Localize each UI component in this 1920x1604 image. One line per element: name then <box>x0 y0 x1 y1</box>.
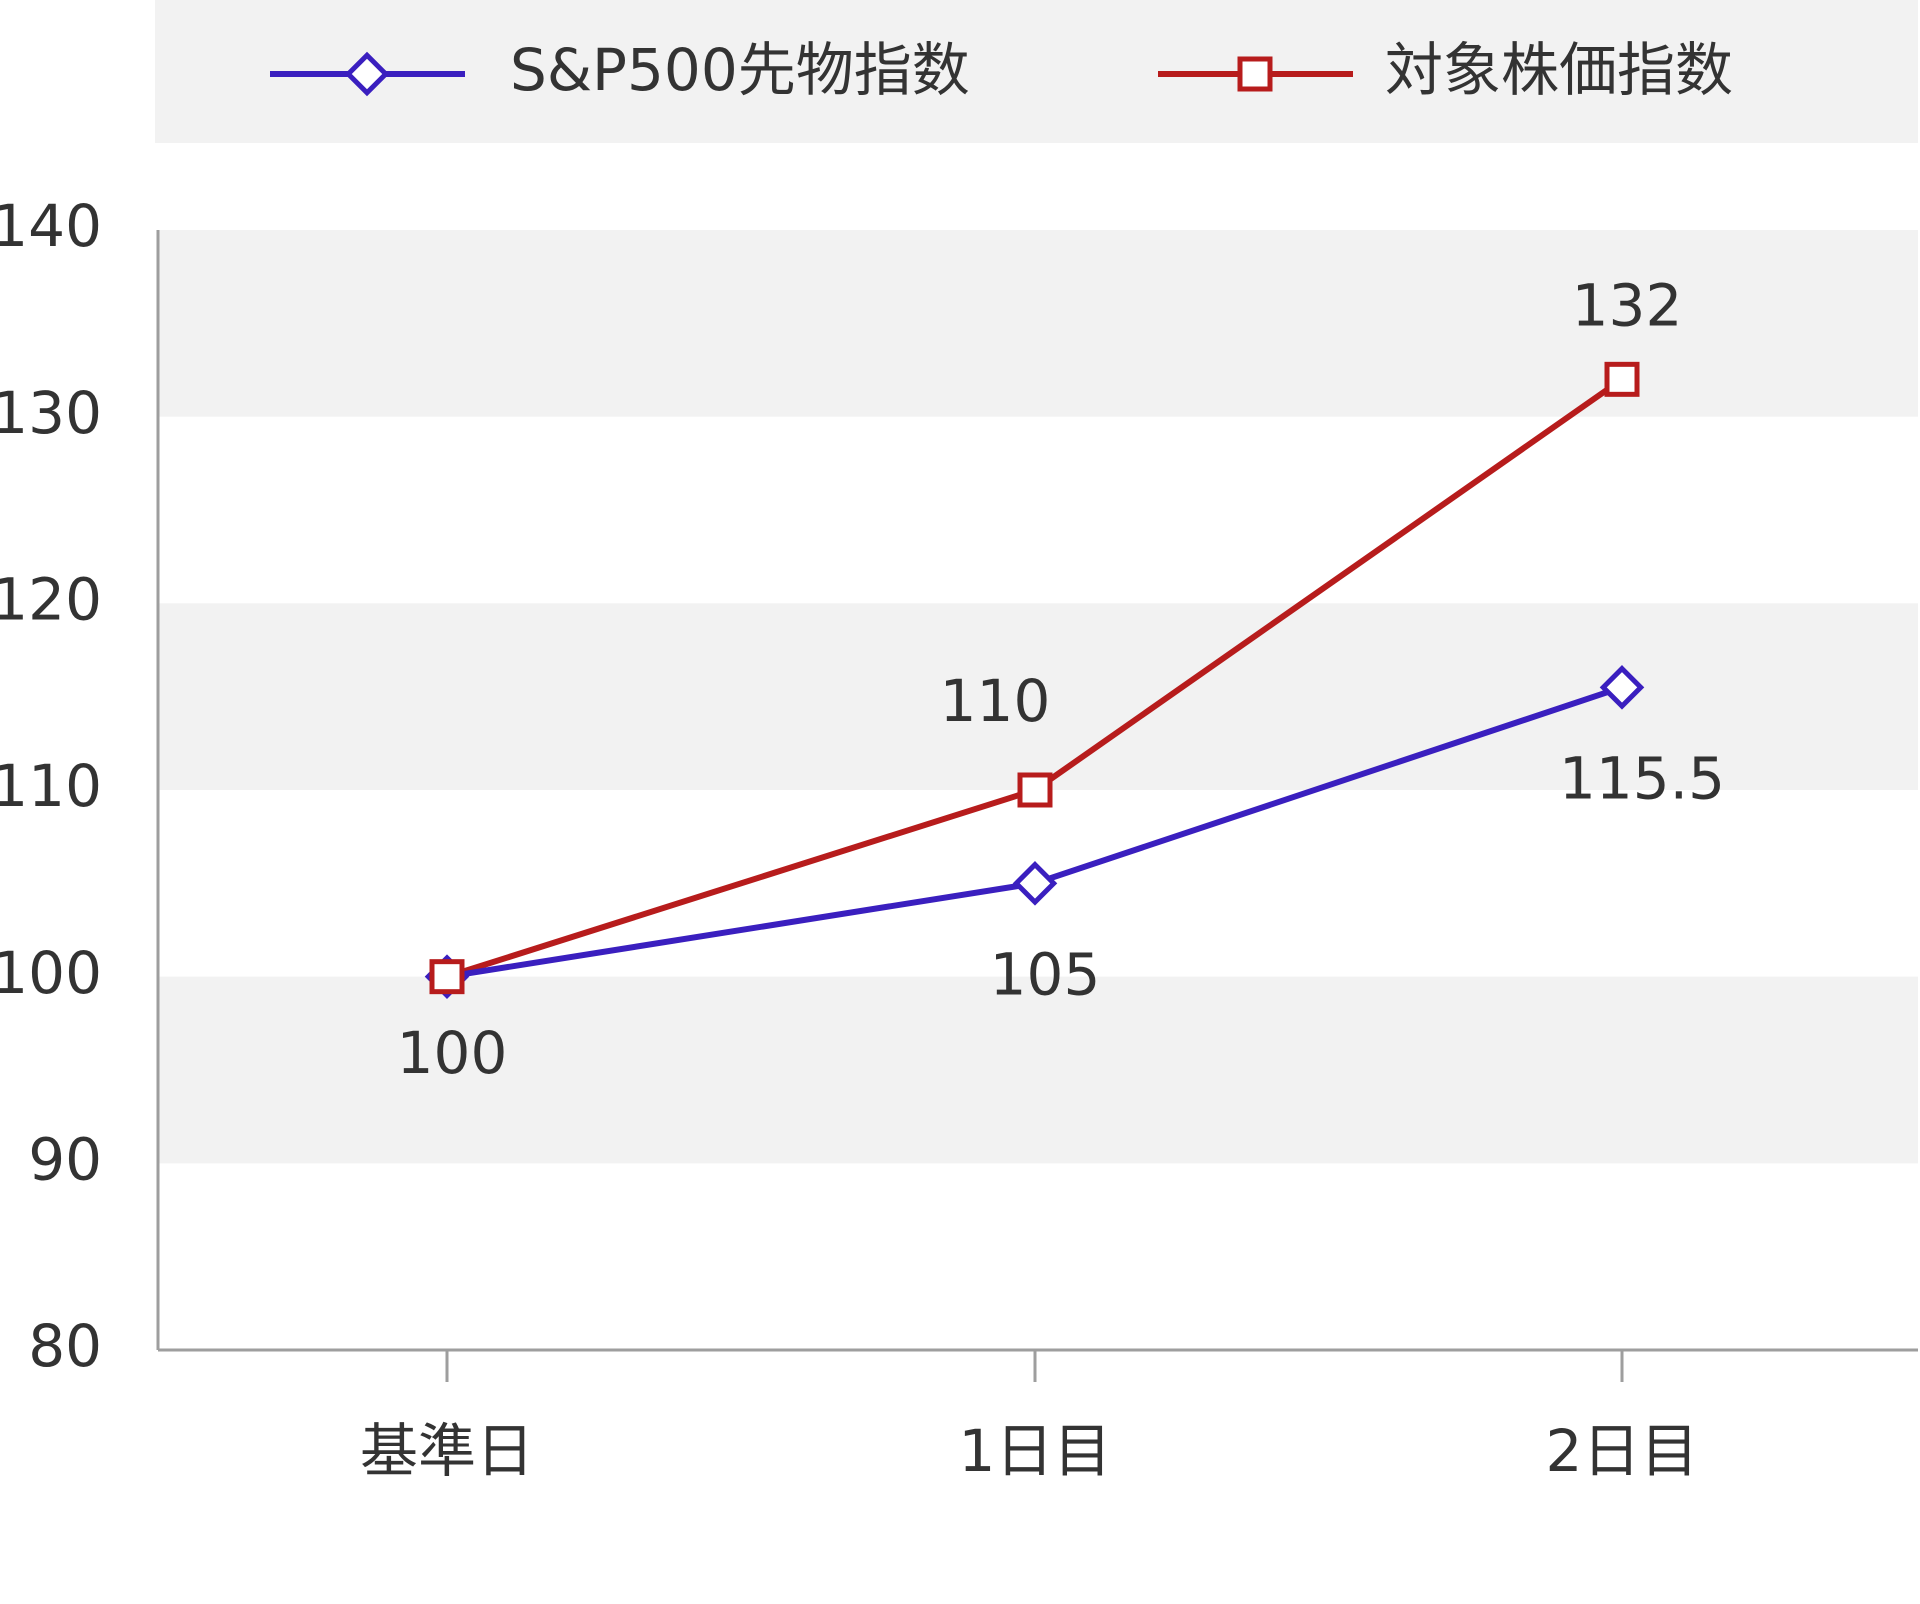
y-tick-label: 140 <box>0 192 102 260</box>
x-tick-label: 2日目 <box>1546 1417 1699 1485</box>
data-point <box>1604 361 1640 397</box>
series-markers <box>424 361 1645 999</box>
data-point <box>1599 665 1645 710</box>
data-labels: 105 115.5 100 110 132 <box>397 271 1725 1086</box>
data-label: 105 <box>990 940 1101 1008</box>
data-label: 115.5 <box>1559 744 1725 812</box>
y-tick-label: 100 <box>0 939 102 1007</box>
y-tick-label: 130 <box>0 379 102 447</box>
y-tick-label: 90 <box>28 1125 102 1193</box>
x-tick-label: 基準日 <box>360 1417 534 1485</box>
data-label: 100 <box>397 1019 508 1087</box>
legend-marker <box>1237 56 1273 92</box>
y-tick-label: 120 <box>0 565 102 633</box>
data-label: 132 <box>1572 271 1683 339</box>
legend-marker <box>344 51 390 97</box>
grid-band <box>158 976 1918 1164</box>
legend-label: S&P500先物指数 <box>510 36 970 104</box>
data-label: 110 <box>940 667 1051 735</box>
legend: S&P500先物指数 対象株価指数 <box>155 0 1918 143</box>
axes: 140 130 120 110 100 90 80 基準日 1日目 2日目 <box>0 192 1918 1485</box>
y-tick-label: 80 <box>28 1312 102 1380</box>
x-tick-label: 1日目 <box>959 1417 1112 1485</box>
data-point <box>1012 861 1058 906</box>
data-point <box>1017 772 1053 808</box>
y-tick-label: 110 <box>0 752 102 820</box>
data-point <box>429 959 465 995</box>
legend-label: 対象株価指数 <box>1385 36 1733 104</box>
